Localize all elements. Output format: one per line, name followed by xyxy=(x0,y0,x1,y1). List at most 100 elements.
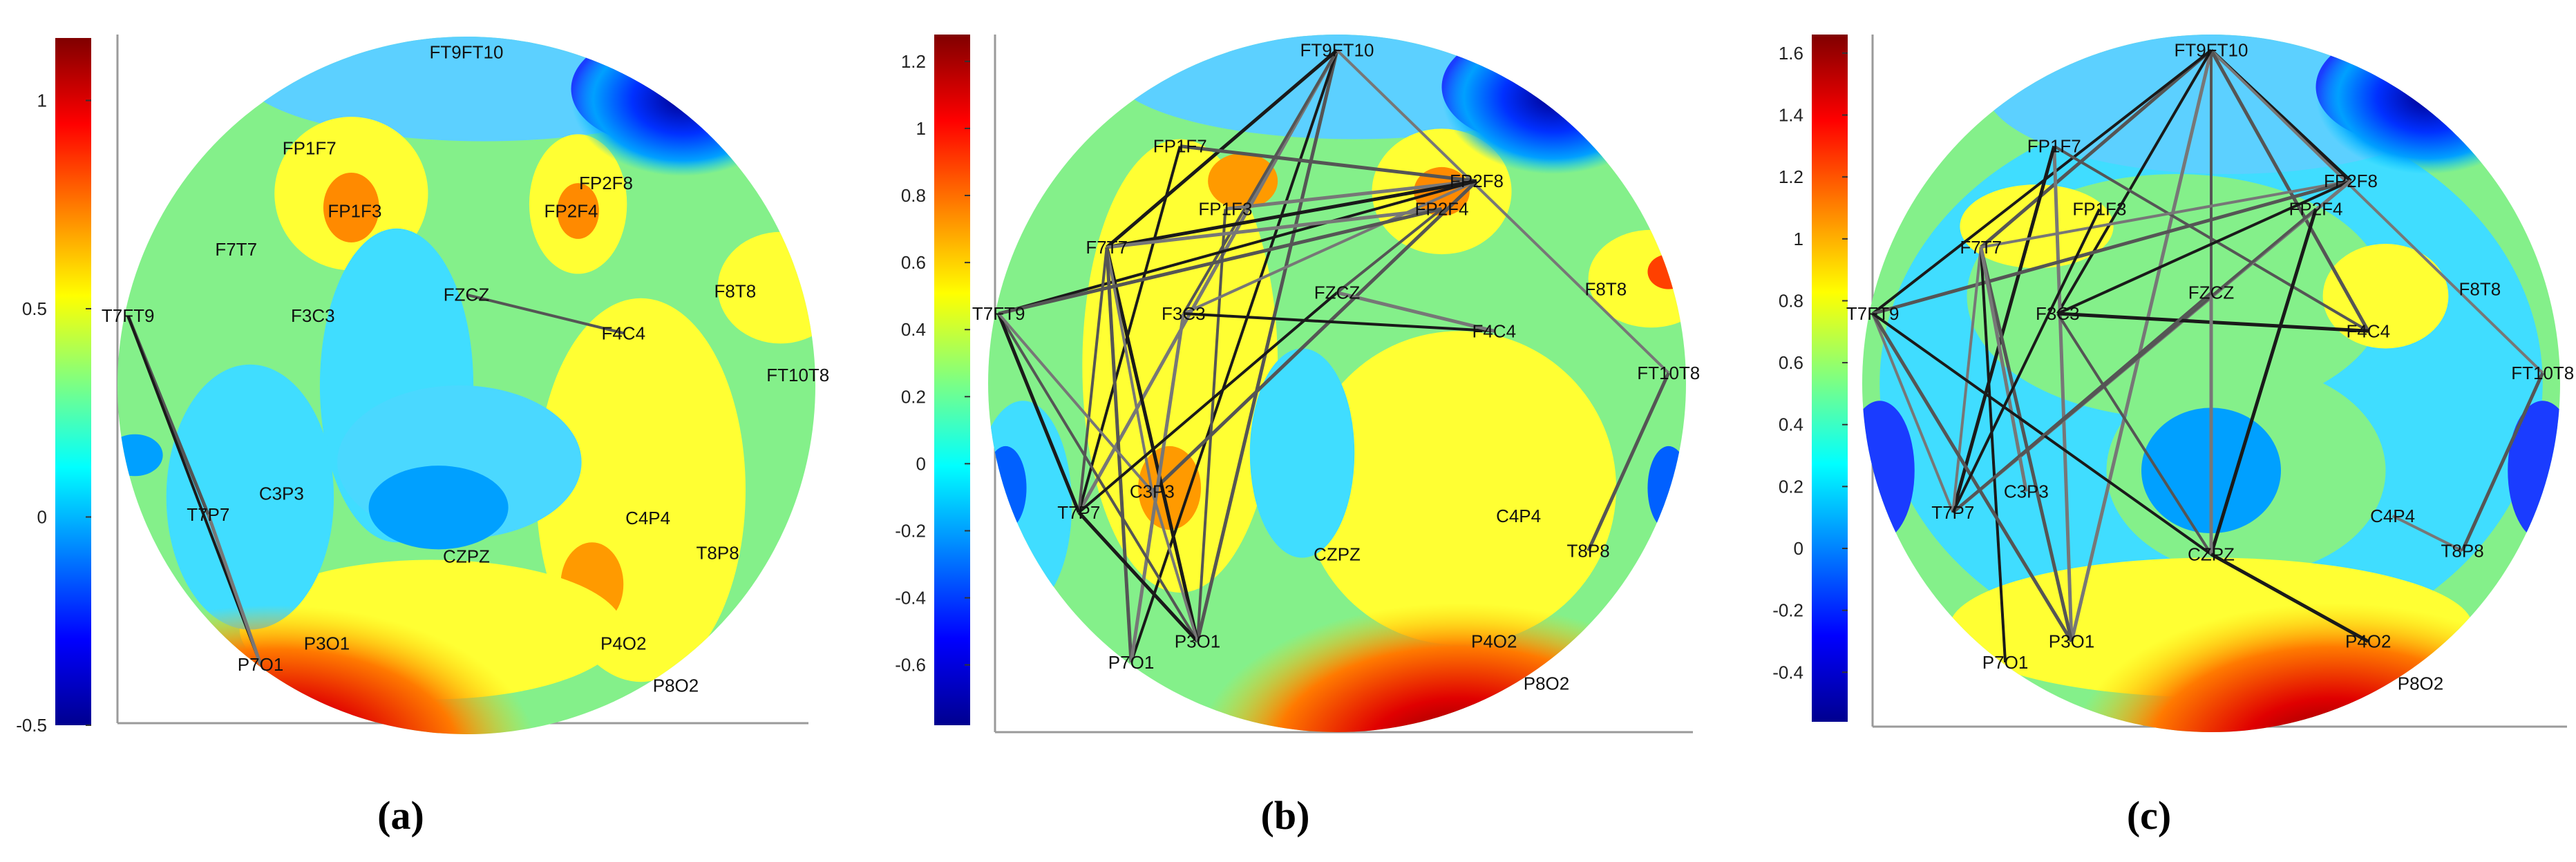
connection-line xyxy=(1587,372,1671,552)
connection-line xyxy=(1106,207,1442,249)
electrode-label: F8T8 xyxy=(2459,279,2501,300)
potential-region xyxy=(797,253,815,288)
connection-line xyxy=(1871,313,1955,513)
connection-line xyxy=(1150,180,1478,493)
panel-caption: (b) xyxy=(1261,793,1310,838)
colorbar-tick-label: 0.8 xyxy=(901,185,926,206)
electrode-label: P3O1 xyxy=(304,633,350,654)
electrode-labels: FT9FT10 FP1F7 FP1F3 FP2F8 FP2F4 F7T7 F8T8 T7FT9… xyxy=(972,40,1700,694)
connection-line xyxy=(1951,208,2101,513)
connection-line xyxy=(1871,312,2074,642)
electrode-label: T7P7 xyxy=(1057,502,1100,523)
connection-line xyxy=(997,312,1199,642)
colorbar-tick-label: 1.2 xyxy=(1779,166,1803,187)
colorbar-tick-label: 0.6 xyxy=(1779,352,1803,373)
connection-line xyxy=(1951,145,2056,513)
connection-line xyxy=(1150,490,1199,642)
electrode-label: FP1F3 xyxy=(328,201,381,222)
electrode-label: F4C4 xyxy=(1472,320,1516,341)
panel-c: 1.61.41.210.80.60.40.20-0.2-0.4 FT9FT10F… xyxy=(1772,35,2574,838)
connection-line xyxy=(2056,180,2351,315)
connection-line xyxy=(1106,48,1338,249)
colorbar-tick-label: -0.2 xyxy=(895,520,926,541)
colorbar-ticks: 1 0.5 0 -0.5 xyxy=(16,90,91,736)
electrode-label: FP1F7 xyxy=(2027,136,2081,157)
colorbar-gradient xyxy=(1812,35,1848,722)
colorbar-tick-label: 0.8 xyxy=(1779,290,1803,311)
panel-b: 1.2 1 0.8 0.6 0.4 0.2 0 -0.2 -0.4 -0.6 FT9FT10 FP1… xyxy=(895,35,1700,838)
electrode-label: FP2F8 xyxy=(1450,171,1504,191)
electrode-label: FP2F4 xyxy=(1414,199,1468,220)
electrode-label: FP1F3 xyxy=(2072,199,2126,220)
electrode-label: P4O2 xyxy=(2345,631,2392,652)
potential-region xyxy=(1960,184,2114,269)
electrode-label: FT10T8 xyxy=(2511,363,2574,383)
connectivity-lines xyxy=(126,293,624,665)
connection-line xyxy=(1182,180,1477,315)
electrode-label: F3C3 xyxy=(1162,303,1206,324)
electrode-label: P3O1 xyxy=(1175,631,1221,652)
colorbar-tick-label: -0.4 xyxy=(1772,662,1803,682)
connection-line xyxy=(1336,291,1495,333)
electrode-label: T8P8 xyxy=(2441,540,2484,561)
colorbar-tick-label: 1 xyxy=(916,118,926,139)
potential-region xyxy=(1082,139,1278,593)
electrode-label: CZPZ xyxy=(443,546,490,566)
potential-region xyxy=(1647,446,1686,530)
electrode-label: FZCZ xyxy=(1314,282,1361,303)
colorbar-tick-label: 0 xyxy=(916,453,926,474)
electrode-label: CZPZ xyxy=(2188,544,2235,564)
potential-region xyxy=(117,434,163,477)
connection-line xyxy=(1336,49,1670,374)
electrode-label: P4O2 xyxy=(1471,631,1517,652)
electrode-label: C4P4 xyxy=(2370,506,2415,526)
connection-line xyxy=(1980,180,2351,249)
electrode-label: FP2F4 xyxy=(2289,199,2342,220)
potential-region xyxy=(323,172,379,242)
connection-line xyxy=(2210,553,2369,643)
electrode-label: F3C3 xyxy=(2036,303,2080,324)
potential-region xyxy=(557,183,599,239)
electrode-label: F8T8 xyxy=(1585,279,1627,300)
colorbar-tick-label: 1 xyxy=(37,90,47,111)
colorbar: 1 0.5 0 -0.5 xyxy=(16,38,91,736)
connection-line xyxy=(2053,144,2369,332)
colorbar-tick-label: 0.4 xyxy=(1779,414,1803,435)
colorbar-tick-label: 1.6 xyxy=(1779,43,1803,64)
electrode-label: C3P3 xyxy=(1130,481,1175,502)
connection-line xyxy=(2052,146,2074,642)
electrode-label: P8O2 xyxy=(2398,673,2444,693)
electrode-label: F7T7 xyxy=(215,239,257,260)
connection-line xyxy=(1180,144,1477,183)
electrode-label: F7T7 xyxy=(1960,237,2002,258)
panel-caption: (c) xyxy=(2127,793,2171,838)
electrode-label: C4P4 xyxy=(625,508,670,528)
connection-line xyxy=(2461,372,2545,552)
electrode-label: F4C4 xyxy=(2346,320,2390,341)
connection-line xyxy=(998,207,1443,316)
potential-region xyxy=(1208,153,1278,209)
colorbar-tick-label: -0.2 xyxy=(1772,600,1803,621)
connection-line xyxy=(1979,247,2028,492)
electrode-label: T7FT9 xyxy=(972,303,1025,324)
colorbar: 1.2 1 0.8 0.6 0.4 0.2 0 -0.2 -0.4 -0.6 xyxy=(895,35,970,725)
colorbar-tick-label: 0.5 xyxy=(22,298,47,319)
connection-line xyxy=(997,312,1153,492)
colorbar-tick-label: -0.4 xyxy=(895,588,926,609)
connection-line xyxy=(1077,146,1182,513)
connection-line xyxy=(1077,247,1108,513)
electrode-label: C3P3 xyxy=(2004,481,2049,502)
electrode-label: C4P4 xyxy=(1496,506,1541,526)
electrode-label: FZCZ xyxy=(444,285,490,305)
connection-line xyxy=(1225,179,1477,211)
colorbar-tick-label: -0.6 xyxy=(895,655,926,676)
connection-line xyxy=(2056,49,2213,315)
electrode-label: T8P8 xyxy=(697,542,739,563)
colorbar-tick-label: 1.4 xyxy=(1779,105,1803,126)
panel-caption: (a) xyxy=(377,793,424,838)
connection-line xyxy=(1872,179,2351,316)
electrode-label: T7P7 xyxy=(187,504,229,525)
electrode-label: FP1F3 xyxy=(1198,199,1252,220)
frontal-low-region xyxy=(2315,35,2539,174)
electrode-labels: FT9FT10 FP1F7 FP1F3 FP2F8 FP2F4 F7T7 F8T8 T7FT9… xyxy=(1846,40,2574,694)
